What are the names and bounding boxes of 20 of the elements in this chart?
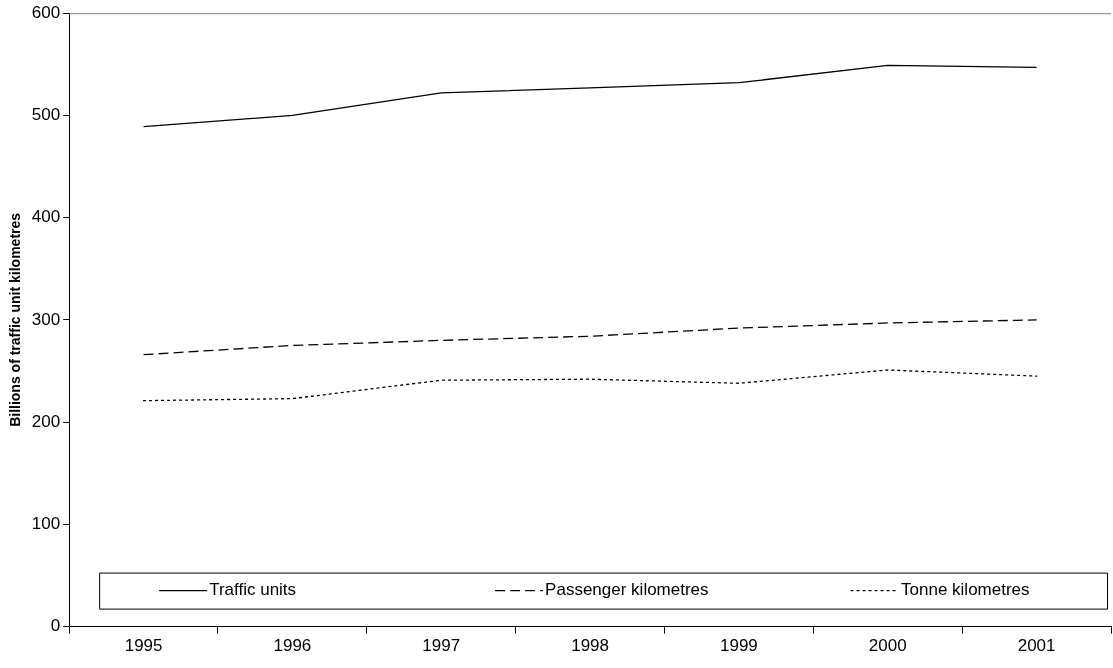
y-tick-label: 500 xyxy=(31,105,61,125)
x-tick-label: 1999 xyxy=(720,636,758,656)
x-tick-label: 1997 xyxy=(422,636,461,656)
x-tick-label: 2000 xyxy=(868,636,907,656)
x-tick-label: 1996 xyxy=(273,636,312,656)
y-tick-label: 400 xyxy=(31,207,61,227)
y-axis-title: Billions of traffic unit kilometres xyxy=(7,212,24,427)
legend-label: Tonne kilometres xyxy=(901,580,1030,600)
y-tick-label: 600 xyxy=(31,2,61,22)
y-tick-label: 0 xyxy=(50,616,61,636)
x-tick-label: 1995 xyxy=(124,636,163,656)
line-series xyxy=(142,319,1038,356)
y-tick-label: 200 xyxy=(31,411,61,431)
legend-label: Traffic units xyxy=(209,580,297,600)
line-series xyxy=(142,369,1038,402)
y-tick-label: 100 xyxy=(31,514,61,534)
x-tick-label: 1998 xyxy=(571,636,609,656)
y-tick-label: 300 xyxy=(31,309,61,329)
legend-label: Passenger kilometres xyxy=(545,580,709,600)
x-tick-label: 2001 xyxy=(1017,636,1056,656)
